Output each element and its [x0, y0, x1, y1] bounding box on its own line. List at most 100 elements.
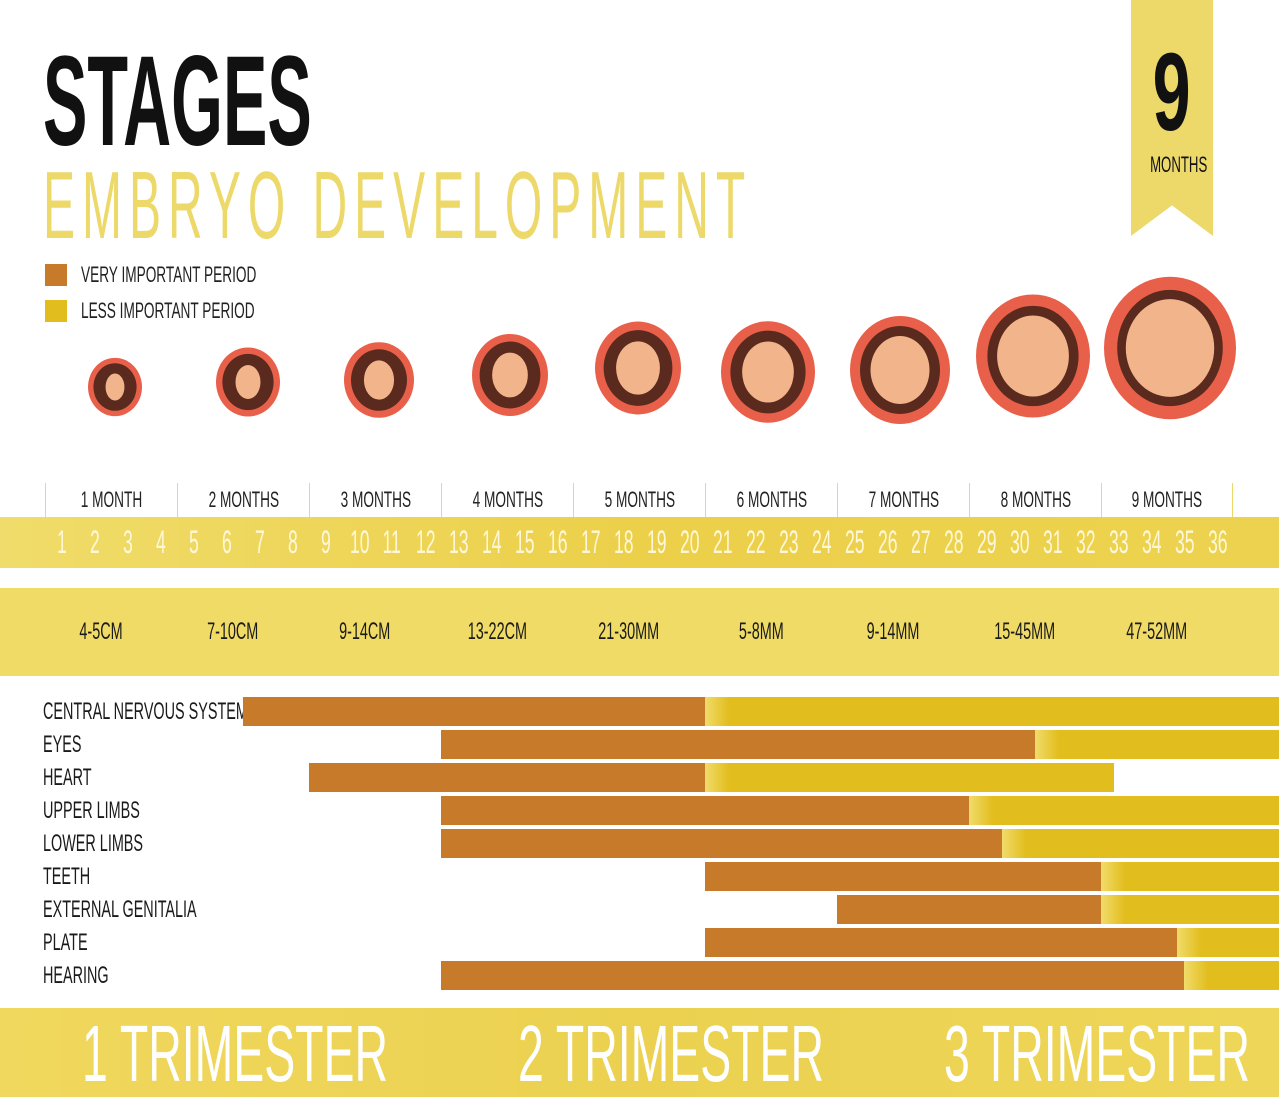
- month-text: 9 MONTHS: [1132, 483, 1202, 517]
- size-text: 21-30MM: [599, 588, 660, 676]
- week-text: 28: [944, 524, 964, 560]
- bar-very-important: [441, 796, 969, 825]
- size-value: 9-14CM: [299, 588, 431, 676]
- week-text: 6: [222, 524, 232, 560]
- week-text: 21: [713, 524, 733, 560]
- row-label-text: PLATE: [43, 928, 88, 957]
- week-number: 20: [672, 524, 705, 560]
- week-number: 17: [573, 524, 606, 560]
- week-number: 2: [78, 524, 111, 560]
- size-text: 15-45MM: [995, 588, 1056, 676]
- week-number: 14: [474, 524, 507, 560]
- trimester-text: 2 TRIMESTER: [518, 1012, 824, 1096]
- month-label: 1 MONTH: [45, 483, 177, 517]
- month-text: 5 MONTHS: [604, 483, 674, 517]
- size-value: 13-22CM: [431, 588, 563, 676]
- row-label: EXTERNAL GENITALIA: [43, 895, 299, 924]
- row-label-text: TEETH: [43, 862, 90, 891]
- page-title: STAGES: [43, 38, 560, 166]
- size-value: 4-5CM: [35, 588, 167, 676]
- bar-less-important: [1184, 961, 1279, 990]
- week-text: 8: [288, 524, 298, 560]
- week-text: 30: [1010, 524, 1030, 560]
- bar-less-important: [705, 697, 1279, 726]
- bar-very-important: [243, 697, 705, 726]
- bar-less-important: [1177, 928, 1279, 957]
- week-text: 31: [1043, 524, 1063, 560]
- size-text: 7-10CM: [207, 588, 258, 676]
- week-number: 4: [144, 524, 177, 560]
- week-text: 36: [1208, 524, 1228, 560]
- week-number: 1: [45, 524, 78, 560]
- row-label-text: EYES: [43, 730, 81, 759]
- bar-very-important: [441, 961, 1184, 990]
- bar-very-important: [441, 730, 1035, 759]
- week-text: 22: [746, 524, 766, 560]
- month-text: 8 MONTHS: [1000, 483, 1070, 517]
- bar-less-important: [705, 763, 1114, 792]
- size-text: 9-14CM: [339, 588, 390, 676]
- week-number: 7: [243, 524, 276, 560]
- week-text: 20: [680, 524, 700, 560]
- embryo-illustrations: [0, 260, 1279, 460]
- embryo-icon: [850, 316, 950, 424]
- embryo-icon: [88, 358, 142, 416]
- trimester-label: 3 TRIMESTER: [944, 1012, 1279, 1096]
- week-number: 13: [441, 524, 474, 560]
- month-label: 2 MONTHS: [177, 483, 309, 517]
- week-text: 9: [321, 524, 331, 560]
- week-number: 6: [210, 524, 243, 560]
- bar-less-important: [1101, 895, 1279, 924]
- week-number: 8: [276, 524, 309, 560]
- row-label-text: HEARING: [43, 961, 109, 990]
- week-number: 12: [408, 524, 441, 560]
- week-number: 21: [705, 524, 738, 560]
- month-text: 2 MONTHS: [208, 483, 278, 517]
- week-number: 3: [111, 524, 144, 560]
- week-number: 9: [309, 524, 342, 560]
- size-value: 5-8MM: [695, 588, 827, 676]
- embryo-icon: [216, 347, 280, 416]
- week-number: 29: [969, 524, 1002, 560]
- row-label-text: EXTERNAL GENITALIA: [43, 895, 197, 924]
- week-text: 17: [581, 524, 601, 560]
- embryo-icon: [721, 321, 815, 423]
- month-label: 6 MONTHS: [705, 483, 837, 517]
- bar-very-important: [705, 862, 1101, 891]
- month-label: 9 MONTHS: [1101, 483, 1233, 517]
- month-label: 5 MONTHS: [573, 483, 705, 517]
- week-text: 14: [482, 524, 502, 560]
- week-text: 12: [416, 524, 436, 560]
- week-number: 34: [1134, 524, 1167, 560]
- week-text: 11: [382, 524, 400, 560]
- week-text: 4: [156, 524, 166, 560]
- week-text: 7: [255, 524, 265, 560]
- trimester-text: 3 TRIMESTER: [944, 1012, 1250, 1096]
- week-text: 24: [812, 524, 832, 560]
- week-text: 34: [1142, 524, 1162, 560]
- week-number: 27: [903, 524, 936, 560]
- trimester-text: 1 TRIMESTER: [82, 1012, 388, 1096]
- row-label-text: HEART: [43, 763, 92, 792]
- week-text: 2: [90, 524, 100, 560]
- month-text: 7 MONTHS: [868, 483, 938, 517]
- size-text: 9-14MM: [867, 588, 920, 676]
- month-text: 1 MONTH: [81, 483, 142, 517]
- row-label: LOWER LIMBS: [43, 829, 210, 858]
- month-text: 6 MONTHS: [736, 483, 806, 517]
- bar-very-important: [705, 928, 1177, 957]
- week-text: 26: [878, 524, 898, 560]
- month-label: 4 MONTHS: [441, 483, 573, 517]
- month-label: 8 MONTHS: [969, 483, 1101, 517]
- size-value: 15-45MM: [959, 588, 1091, 676]
- week-text: 33: [1109, 524, 1129, 560]
- embryo-icon: [344, 342, 414, 418]
- bar-less-important: [1002, 829, 1279, 858]
- bar-less-important: [1101, 862, 1279, 891]
- row-label: EYES: [43, 730, 107, 759]
- week-text: 5: [189, 524, 199, 560]
- row-label: HEARING: [43, 961, 152, 990]
- week-text: 18: [614, 524, 634, 560]
- row-label-text: UPPER LIMBS: [43, 796, 140, 825]
